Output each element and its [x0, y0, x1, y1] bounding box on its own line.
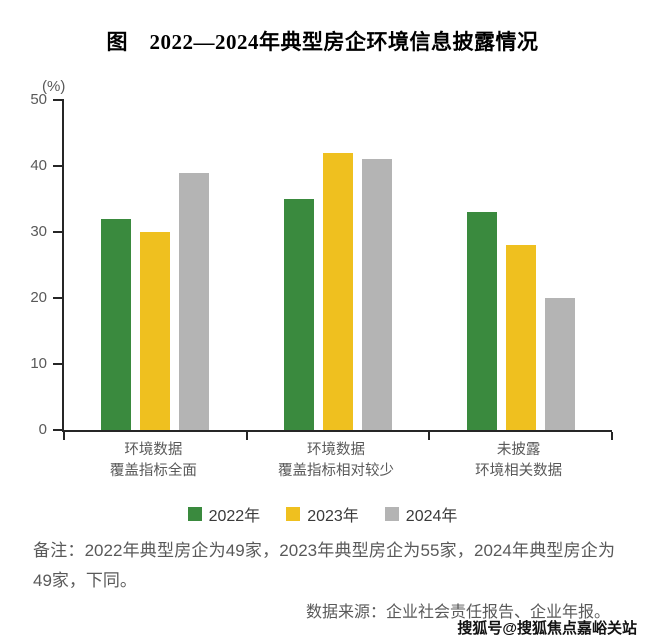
x-category-label-line: 环境相关数据 — [475, 463, 563, 479]
y-tick-label: 0 — [38, 421, 47, 438]
y-tick-mark — [53, 297, 64, 299]
bar-2023年-group3 — [505, 245, 536, 430]
bar-2024年-group3 — [544, 298, 575, 430]
x-category-label-line: 覆盖指标相对较少 — [278, 463, 394, 479]
x-category-label-line: 未披露 — [496, 442, 541, 458]
legend-item-2024年: 2024年 — [384, 502, 458, 526]
y-tick-mark — [53, 99, 64, 101]
y-tick-mark — [53, 231, 64, 233]
y-tick-label: 10 — [30, 355, 47, 372]
y-tick-mark — [53, 165, 64, 167]
x-category-label: 环境数据覆盖指标相对较少 — [245, 440, 428, 482]
bar-group — [429, 100, 612, 430]
x-tick-mark — [245, 432, 248, 440]
x-category-label-line: 环境数据 — [124, 442, 183, 458]
x-category-label-line: 环境数据 — [307, 442, 365, 458]
bar-group — [64, 100, 247, 430]
data-source-note: 数据来源：企业社会责任报告、企业年报。 — [305, 604, 610, 621]
x-category-label: 未披露 环境相关数据 — [427, 440, 610, 482]
legend-swatch — [286, 507, 301, 521]
bar-2024年-group2 — [362, 159, 392, 430]
y-tick-label: 50 — [30, 91, 47, 108]
y-tick-mark — [53, 429, 64, 431]
bar-2023年-group1 — [140, 232, 171, 430]
bar-2022年-group1 — [101, 218, 132, 430]
y-tick-label: 20 — [30, 289, 47, 306]
bar-group — [247, 100, 430, 430]
legend-label: 2023年 — [307, 508, 359, 525]
chart-title: 图 2022—2024年典型房企环境信息披露情况 — [106, 30, 539, 54]
legend: 2022年 2023年 2024年 — [0, 502, 645, 526]
bar-2023年-group2 — [323, 152, 353, 430]
x-axis-category-labels: 环境数据 覆盖指标全面 环境数据 覆盖指标相对较少 未披露 环境相关数据 — [62, 440, 610, 482]
legend-item-2022年: 2022年 — [187, 502, 261, 526]
legend-swatch — [187, 507, 202, 521]
bar-2024年-group1 — [179, 172, 210, 430]
bar-2022年-group2 — [284, 199, 314, 430]
x-category-label: 环境数据覆盖指标全面 — [62, 440, 245, 482]
legend-item-2023年: 2023年 — [286, 502, 359, 526]
x-category-label-line: 覆盖指标全面 — [109, 463, 197, 479]
y-tick-label: 30 — [30, 223, 47, 240]
watermark-sohu: 搜狐号@搜狐焦点嘉峪关站 — [457, 620, 637, 637]
footnote-remark: 备注：2022年典型房企为49家，2023年典型房企为55家，2024年典型房企… — [33, 541, 615, 590]
bar-groups — [64, 100, 612, 430]
plot-area: 0 10 20 30 40 50 — [30, 91, 613, 440]
y-tick-mark — [53, 363, 64, 365]
y-axis-unit-label: (%) — [42, 78, 66, 95]
legend-label: 2022年 — [208, 508, 261, 525]
legend-label: 2024年 — [405, 508, 458, 525]
legend-swatch — [384, 507, 399, 521]
y-tick-label: 40 — [30, 157, 47, 174]
x-tick-mark — [63, 432, 65, 440]
x-tick-mark — [611, 432, 613, 440]
x-tick-mark — [428, 432, 431, 440]
bar-2022年-group3 — [466, 212, 497, 430]
